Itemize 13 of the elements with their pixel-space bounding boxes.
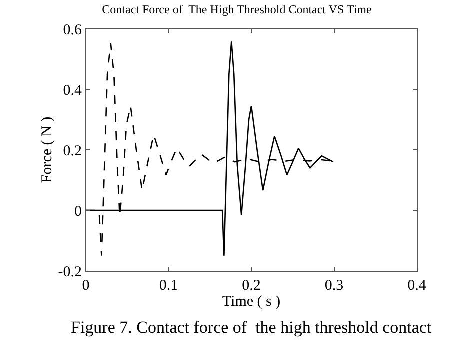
y-tick-label: -0.2 <box>58 264 82 280</box>
y-tick-label: 0.2 <box>63 143 82 160</box>
y-axis-title: Force ( N ) <box>40 116 56 184</box>
x-tick-label: 0.3 <box>324 278 344 294</box>
chart-title: Contact Force of The High Threshold Contact VS Time <box>102 2 372 17</box>
y-tick-label: 0 <box>74 204 82 220</box>
x-tick-label: 0.4 <box>408 278 427 294</box>
caption: Figure 7. Contact force of the high threshold contact <box>71 318 432 337</box>
x-axis-title: Time ( s ) <box>222 294 281 310</box>
y-tick-label: 0.6 <box>63 22 82 38</box>
y-tick-label: 0.4 <box>63 82 82 99</box>
x-tick-label: 0.1 <box>159 278 178 294</box>
x-tick-label: 0.2 <box>242 278 261 294</box>
